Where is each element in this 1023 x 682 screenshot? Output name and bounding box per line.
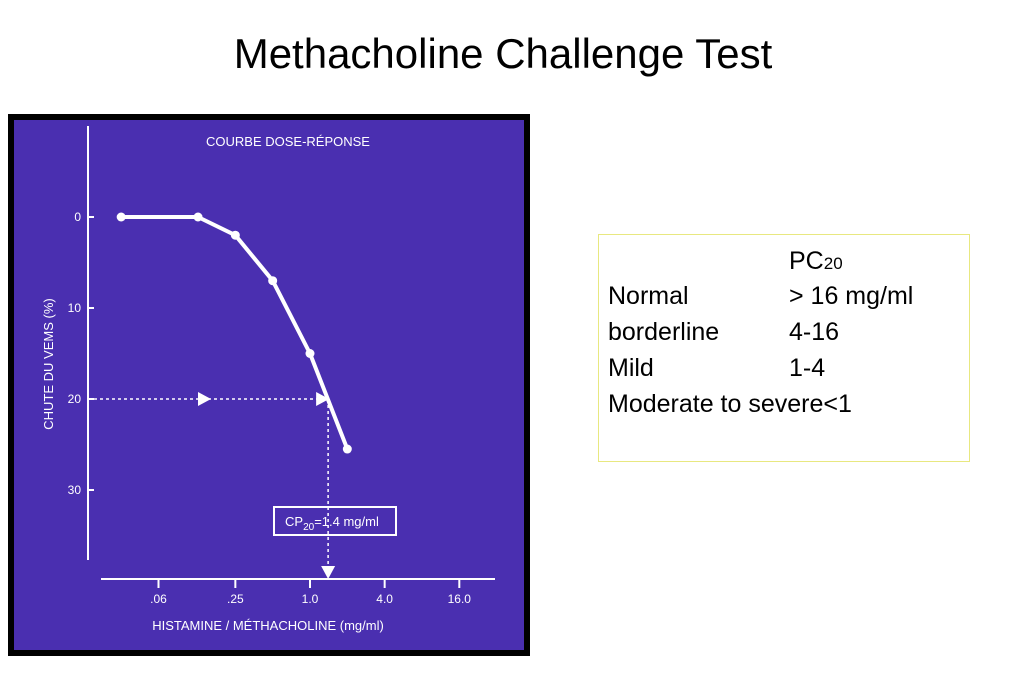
x-tick-label: .25 (227, 592, 244, 606)
series-line (121, 215, 350, 450)
pc20-annotation: CP20=1.4 mg/ml (273, 506, 397, 536)
pc20-legend: PC20 Normal > 16 mg/ml borderline 4-16 M… (598, 234, 970, 462)
pc20-row-combined: Moderate to severe<1 (608, 390, 852, 419)
pc20-header-subscript: 20 (823, 254, 843, 273)
pc20-header: PC20 (789, 247, 843, 276)
arrow-head (321, 566, 336, 579)
annotation-text: CP20=1.4 mg/ml (285, 514, 379, 533)
annotation-box (273, 506, 397, 536)
threshold-guides (94, 392, 336, 579)
arrow-head (198, 392, 211, 406)
y-tick-label: 30 (68, 483, 82, 497)
x-tick-label: 1.0 (302, 592, 319, 606)
pc20-row-value: 4-16 (789, 318, 840, 346)
y-tick-label: 10 (68, 301, 82, 315)
data-point (193, 212, 203, 222)
series-points (116, 212, 352, 454)
data-point (342, 444, 352, 454)
slide-title: Methacholine Challenge Test (233, 30, 773, 77)
x-tick-group: .06 .25 1.0 4.0 16.0 (150, 579, 471, 606)
pc20-row-value: <1 (823, 390, 852, 418)
y-tick-label: 0 (74, 210, 81, 224)
pc20-row-label: Normal (608, 282, 689, 310)
pc20-row-label: Moderate to severe (608, 390, 824, 418)
x-axis-label: HISTAMINE / MÉTHACHOLINE (mg/ml) (152, 618, 384, 633)
x-tick-label: 4.0 (376, 592, 393, 606)
pc20-row-value: 1-4 (789, 354, 826, 382)
chart-panel (14, 120, 524, 650)
y-tick-label: 20 (68, 392, 82, 406)
x-tick-label: 16.0 (448, 592, 472, 606)
pc20-row-value: > 16 mg/ml (789, 282, 914, 310)
data-point (268, 276, 278, 286)
y-tick-group: 0 10 20 30 (68, 210, 94, 497)
pc20-header-label: PC (789, 247, 824, 275)
dose-response-figure: COURBE DOSE-RÉPONSE 0 10 20 30 .06 .25 1.0 4.0… (8, 114, 530, 656)
pc20-row-label: borderline (608, 318, 720, 346)
data-point (305, 349, 315, 358)
dose-response-chart: COURBE DOSE-RÉPONSE 0 10 20 30 .06 .25 1.0 4.0… (14, 120, 524, 650)
data-point (230, 230, 240, 240)
y-axis-label: CHUTE DU VEMS (%) (41, 298, 56, 429)
x-tick-label: .06 (150, 592, 167, 606)
data-point (116, 212, 126, 222)
chart-title: COURBE DOSE-RÉPONSE (206, 134, 370, 149)
annotation-value: =1.4 mg/ml (314, 514, 379, 529)
annotation-subscript: 20 (303, 522, 315, 533)
pc20-row-label: Mild (608, 354, 654, 382)
arrow-head (316, 392, 330, 406)
annotation-prefix: CP (285, 514, 303, 529)
